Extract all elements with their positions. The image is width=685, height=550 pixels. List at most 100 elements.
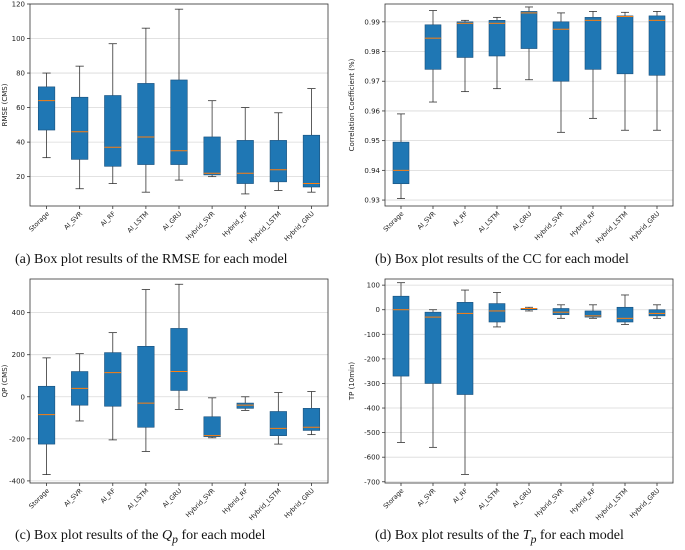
box-hybrid-svr [203,397,221,439]
chart-cc: 0.93 0.94 0.95 0.96 0.97 0.98 0.99 Correlation … [348,3,674,245]
iqr-box [520,11,538,49]
caption-tp-var: T [522,528,531,543]
panel-qp: -400 -200 0 200 400 QP (CMS) Storage AI_SVR AI_R… [0,275,340,525]
y-tick-label: 60 [16,104,25,112]
box-ai-lstm [488,16,506,90]
iqr-box [71,96,89,160]
box-hybrid-svr [552,12,570,133]
x-tick-label: Hybrid_SVR [184,486,217,519]
x-tick-label: Hybrid_GRU [628,210,661,243]
x-tick-label: AI_LSTM [126,487,151,512]
x-tick-label: AI_LSTM [477,210,502,235]
iqr-box [456,21,474,58]
y-tick-label: -500 [364,429,380,437]
caption-tp-prefix: (d) Box plot results of the [375,528,523,543]
box-ai-svr [71,353,89,422]
y-tick-label: -300 [364,380,380,388]
iqr-box [302,134,321,188]
iqr-box [648,309,666,317]
x-tick-label: AI_RF [99,487,117,505]
x-tick-label: Hybrid_LSTM [594,210,629,245]
iqr-box [170,79,188,165]
iqr-box [37,385,56,445]
y-tick-label: -700 [364,478,380,486]
x-tick-label: AI_SVR [62,209,84,231]
x-tick-label: Hybrid_LSTM [247,487,282,522]
box-hybrid-lstm [269,392,287,445]
iqr-box [616,306,634,323]
box-ai-rf [456,19,474,93]
iqr-box [488,20,506,57]
x-tick-label: Storage [27,487,51,511]
x-tick-label: Hybrid_GRU [628,487,661,520]
panel-rmse: 20 40 60 80 100 120 RMSE (CMS) Storage AI_SVR AI_… [0,0,340,248]
x-tick-label: Hybrid_RF [568,487,597,516]
iqr-box [236,140,254,184]
x-tick-label: Hybrid_RF [221,487,250,516]
iqr-box [584,17,602,70]
iqr-box [392,295,410,377]
x-tick-label: AI_RF [99,210,117,228]
y-tick-label: 0.97 [364,78,380,86]
iqr-box [203,416,221,438]
box-storage [37,357,56,475]
y-tick-label: 20 [16,173,25,181]
x-tick-label: AI_SVR [416,486,438,508]
x-tick-label: Storage [382,487,406,511]
y-tick-label: 200 [12,351,25,359]
iqr-box [137,345,155,428]
box-ai-svr [424,309,442,448]
x-tick-label: AI_LSTM [477,487,502,512]
y-tick-label: 100 [367,282,380,290]
x-tick-label: Hybrid_RF [221,210,250,239]
y-tick-label: 400 [12,309,25,317]
x-tick-label: Hybrid_SVR [533,486,566,519]
x-tick-label: Hybrid_LSTM [594,487,629,522]
box-hybrid-gru [302,391,321,436]
y-tick-label: 0 [21,393,25,401]
box-hybrid-gru [648,11,666,131]
caption-rmse: (a) Box plot results of the RMSE for eac… [15,252,288,267]
caption-qp-var: Q [161,528,173,543]
iqr-box [269,411,287,436]
box-hybrid-gru [302,88,321,193]
x-tick-label: AI_RF [451,210,469,228]
y-tick-label: -400 [9,477,25,485]
y-tick-label: 80 [16,70,25,78]
box-hybrid-svr [552,304,570,319]
caption-tp-sub: p [530,532,537,546]
iqr-box [456,302,474,395]
iqr-box [302,408,321,431]
iqr-box [616,15,634,75]
box-ai-gru [170,283,188,410]
x-tick-label: Hybrid_SVR [533,209,566,242]
panel-cc: 0.93 0.94 0.95 0.96 0.97 0.98 0.99 Correlation … [345,0,685,248]
x-tick-label: AI_GRU [161,210,184,233]
x-tick-label: AI_LSTM [126,210,151,235]
caption-qp: (c) Box plot results of the Qp for each … [15,528,265,546]
box-ai-lstm [488,292,506,328]
y-tick-label: 0.96 [364,107,380,115]
box-hybrid-lstm [616,294,634,325]
y-tick-label: 0 [376,306,380,314]
box-hybrid-svr [203,100,221,178]
box-hybrid-lstm [616,11,634,131]
x-tick-label: AI_GRU [161,487,184,510]
iqr-box [37,86,56,131]
box-ai-rf [104,332,122,441]
box-hybrid-rf [584,304,602,319]
x-tick-label: Hybrid_RF [568,210,597,239]
iqr-box [552,308,570,315]
y-tick-label: 100 [12,35,25,43]
caption-qp-suffix: for each model [177,528,266,543]
chart-tp: -700 -600 -500 -400 -300 -200 -100 0 100 TP (10mi… [348,278,674,522]
iqr-box [170,328,188,391]
x-tick-label: AI_SVR [416,209,438,231]
chart-qp: -400 -200 0 200 400 QP (CMS) Storage AI_SVR AI_R… [1,278,329,522]
box-ai-gru [520,306,538,312]
iqr-box [488,303,506,323]
box-ai-gru [170,8,188,181]
box-hybrid-rf [236,396,254,411]
caption-tp: (d) Box plot results of the Tp for each … [375,528,624,546]
chart-rmse: 20 40 60 80 100 120 RMSE (CMS) Storage AI_SVR AI_… [1,1,329,245]
